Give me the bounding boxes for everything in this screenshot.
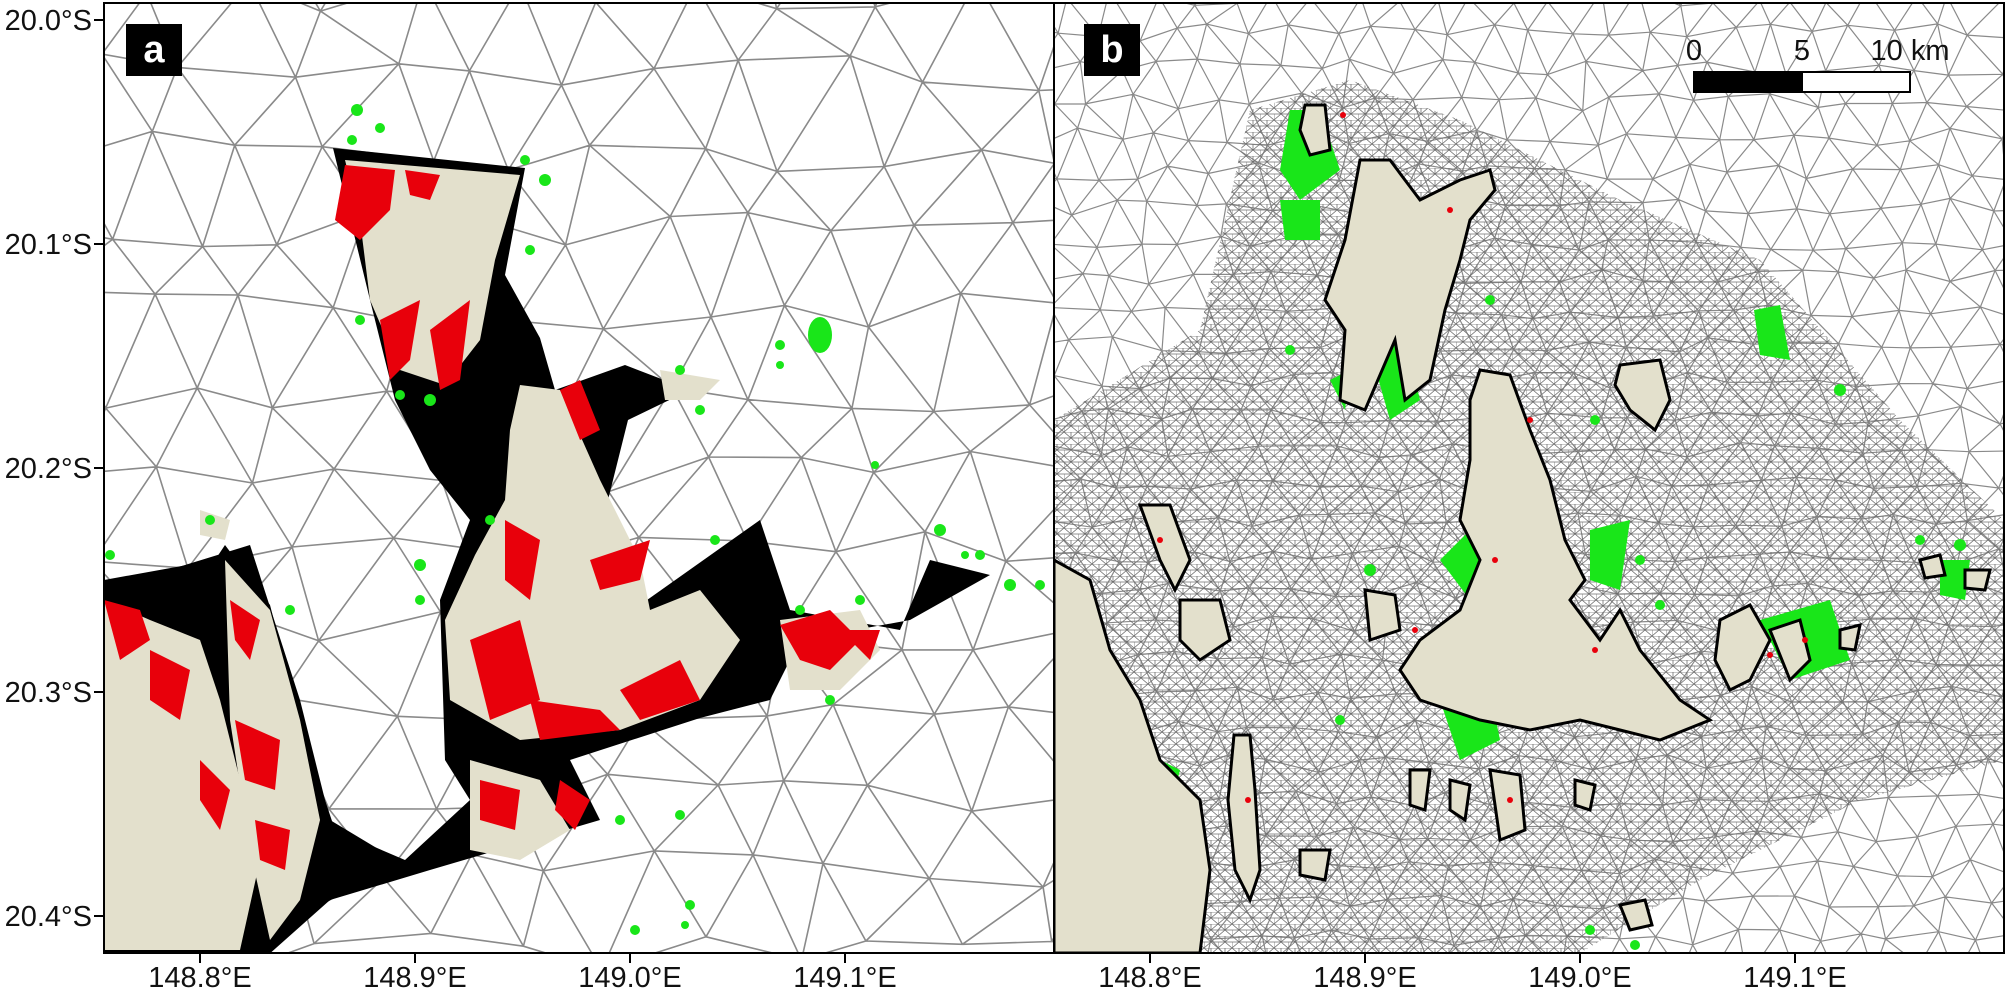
- y-tick-label: 20.0°S: [5, 5, 92, 37]
- x-tick-label: 149.0°E: [578, 962, 682, 992]
- x-tick-label: 149.1°E: [1743, 962, 1847, 992]
- panel-b-frame: [1053, 2, 2005, 954]
- x-tick-label: 148.8°E: [1098, 962, 1202, 992]
- x-tick-label: 149.0°E: [1528, 962, 1632, 992]
- panel-b-letter: b: [1100, 29, 1123, 71]
- panel-a-letter: a: [143, 29, 165, 71]
- panel-b-land: [1054, 103, 1992, 953]
- panel-a-label: a: [126, 24, 182, 76]
- panel-a-green-region: [105, 104, 1045, 935]
- x-tick-label: 149.1°E: [793, 962, 897, 992]
- x-tick-label: 148.9°E: [1313, 962, 1417, 992]
- panel-b-x-axis: 148.8°E 148.9°E 149.0°E 149.1°E: [1098, 953, 1847, 992]
- y-tick-label: 20.3°S: [5, 677, 92, 709]
- panel-b-label: b: [1084, 24, 1140, 76]
- panel-b-red-region: [1157, 112, 1808, 803]
- scale-label-5: 5: [1794, 35, 1810, 67]
- panel-a-map: [104, 3, 1054, 953]
- scale-bar: 0 5 10 km: [1686, 35, 1950, 93]
- y-tick-label: 20.2°S: [5, 453, 92, 485]
- x-tick-label: 148.9°E: [363, 962, 467, 992]
- scale-label-0: 0: [1686, 35, 1702, 67]
- scale-label-10-km: 10 km: [1871, 35, 1950, 67]
- panel-b-map: 0 5 10 km: [1054, 3, 2004, 953]
- panel-a-x-axis: 148.8°E 148.9°E 149.0°E 149.1°E: [148, 953, 897, 992]
- x-tick-label: 148.8°E: [148, 962, 252, 992]
- y-axis: 20.0°S 20.1°S 20.2°S 20.3°S 20.4°S: [5, 5, 104, 933]
- y-tick-label: 20.4°S: [5, 901, 92, 933]
- panel-a-red-region: [104, 165, 880, 870]
- y-tick-label: 20.1°S: [5, 229, 92, 261]
